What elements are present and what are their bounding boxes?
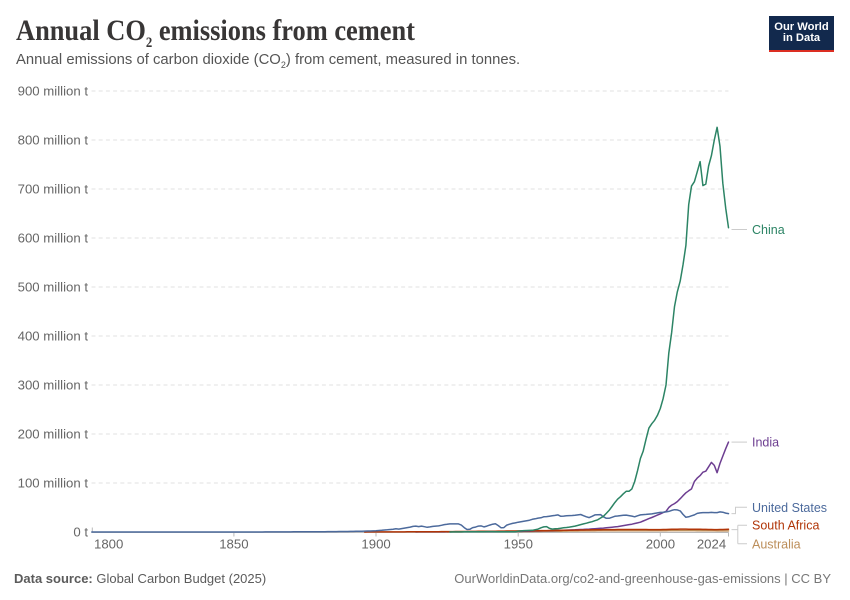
svg-text:China: China bbox=[752, 223, 785, 237]
svg-text:Australia: Australia bbox=[752, 537, 801, 551]
svg-text:South Africa: South Africa bbox=[752, 519, 819, 533]
svg-text:700 million t: 700 million t bbox=[18, 182, 89, 197]
svg-text:500 million t: 500 million t bbox=[18, 280, 89, 295]
svg-text:1800: 1800 bbox=[94, 536, 123, 551]
svg-text:100 million t: 100 million t bbox=[18, 476, 89, 491]
svg-text:1950: 1950 bbox=[504, 536, 533, 551]
svg-text:2024: 2024 bbox=[697, 536, 726, 551]
svg-text:India: India bbox=[752, 436, 779, 450]
svg-text:0 t: 0 t bbox=[73, 525, 88, 540]
svg-text:200 million t: 200 million t bbox=[18, 427, 89, 442]
svg-text:400 million t: 400 million t bbox=[18, 329, 89, 344]
svg-text:1900: 1900 bbox=[361, 536, 390, 551]
svg-text:300 million t: 300 million t bbox=[18, 378, 89, 393]
svg-text:2000: 2000 bbox=[646, 536, 675, 551]
svg-text:United States: United States bbox=[752, 501, 827, 515]
svg-text:1850: 1850 bbox=[219, 536, 248, 551]
svg-text:600 million t: 600 million t bbox=[18, 231, 89, 246]
svg-text:800 million t: 800 million t bbox=[18, 133, 89, 148]
svg-text:900 million t: 900 million t bbox=[18, 84, 89, 99]
